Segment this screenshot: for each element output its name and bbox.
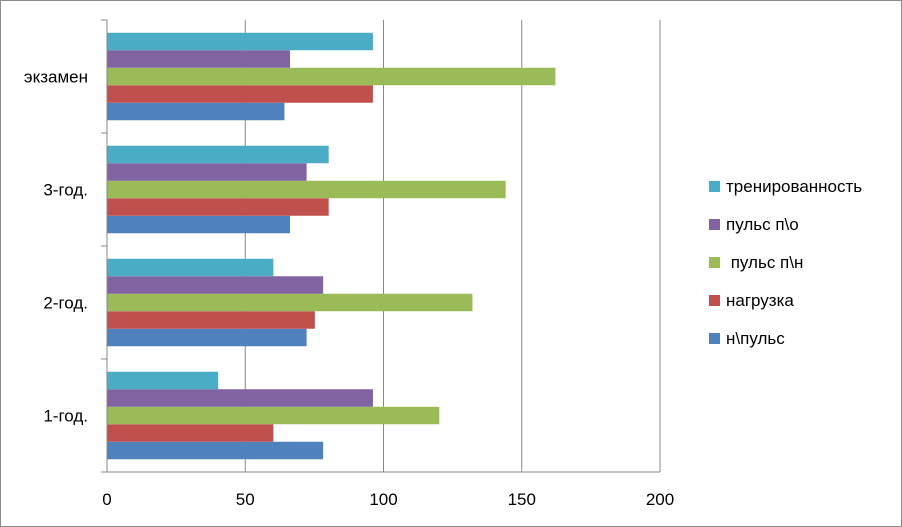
bar-2-3 xyxy=(107,163,307,181)
bar-2-2 xyxy=(107,180,506,199)
legend-swatch xyxy=(709,295,720,306)
legend-label: н\пульс xyxy=(726,329,785,348)
bar-0-2 xyxy=(107,406,440,425)
y-tick-labels: 1-год. 2-год. 3-год. экзамен xyxy=(24,68,88,426)
bar-0-3 xyxy=(107,389,373,407)
x-tick-labels: 0 50 100 150 200 xyxy=(102,490,674,509)
legend-swatch xyxy=(709,333,720,344)
legend-label: пульс п\о xyxy=(726,215,799,234)
legend-swatch xyxy=(709,257,720,268)
legend-label: нагрузка xyxy=(726,291,794,310)
bar-1-3 xyxy=(107,276,324,294)
bar-2-1 xyxy=(107,198,329,216)
legend-label: пульс п\н xyxy=(726,253,803,272)
bar-1-2 xyxy=(107,293,473,312)
bar-3-3 xyxy=(107,50,290,68)
x-tick-label: 200 xyxy=(646,490,674,509)
legend-label: тренированность xyxy=(726,177,862,196)
legend-swatch xyxy=(709,181,720,192)
bar-1-1 xyxy=(107,311,315,329)
bar-0-1 xyxy=(107,424,274,442)
legend: тренированность пульс п\о пульс п\н нагруз… xyxy=(709,177,862,348)
y-tick-label: экзамен xyxy=(24,68,88,87)
bar-2-0 xyxy=(107,215,290,234)
bar-3-4 xyxy=(107,32,373,51)
bars xyxy=(107,32,556,460)
x-tick-label: 50 xyxy=(236,490,255,509)
y-tick-label: 3-год. xyxy=(43,181,88,200)
bar-3-0 xyxy=(107,102,285,121)
y-tick-label: 2-год. xyxy=(43,294,88,313)
x-tick-label: 0 xyxy=(102,490,111,509)
x-tick-label: 150 xyxy=(508,490,536,509)
bar-0-4 xyxy=(107,371,219,390)
legend-swatch xyxy=(709,219,720,230)
bar-3-2 xyxy=(107,67,556,86)
bar-2-4 xyxy=(107,145,329,164)
y-tick-label: 1-год. xyxy=(43,407,88,426)
bar-3-1 xyxy=(107,85,373,103)
axes xyxy=(101,19,660,473)
bar-1-4 xyxy=(107,258,274,277)
x-tick-label: 100 xyxy=(369,490,397,509)
bar-0-0 xyxy=(107,441,324,460)
bar-1-0 xyxy=(107,328,307,347)
